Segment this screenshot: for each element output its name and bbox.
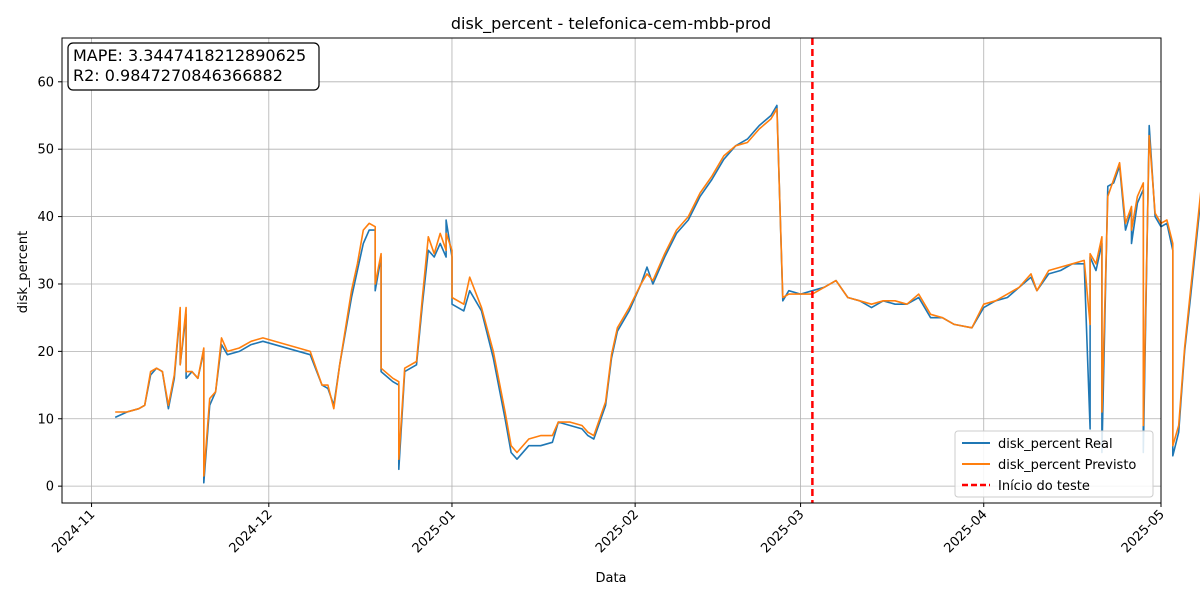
y-tick-label: 30 <box>37 277 54 292</box>
y-tick-label: 20 <box>37 345 54 360</box>
chart-title: disk_percent - telefonica-cem-mbb-prod <box>451 14 771 34</box>
y-axis-label: disk_percent <box>16 231 31 313</box>
legend-label-previsto: disk_percent Previsto <box>998 458 1136 473</box>
y-tick-label: 0 <box>46 480 54 495</box>
y-tick-label: 60 <box>37 75 54 90</box>
metrics-box: MAPE: 3.3447418212890625 R2: 0.984727084… <box>67 42 320 91</box>
legend-label-real: disk_percent Real <box>998 437 1113 452</box>
y-tick-label: 10 <box>37 412 54 427</box>
legend-label-test-start: Início do teste <box>998 479 1090 494</box>
legend: disk_percent Real disk_percent Previsto … <box>954 430 1154 498</box>
legend-frame <box>954 430 1154 498</box>
r2-text: R2: 0.9847270846366882 <box>73 66 283 85</box>
series-line-previsto <box>115 108 1200 477</box>
mape-text: MAPE: 3.3447418212890625 <box>73 46 306 65</box>
x-axis-label: Data <box>595 571 626 586</box>
plot-frame <box>61 37 1162 504</box>
y-tick-label: 50 <box>37 143 54 158</box>
y-tick-label: 40 <box>37 210 54 225</box>
metrics-box-frame <box>67 42 320 91</box>
